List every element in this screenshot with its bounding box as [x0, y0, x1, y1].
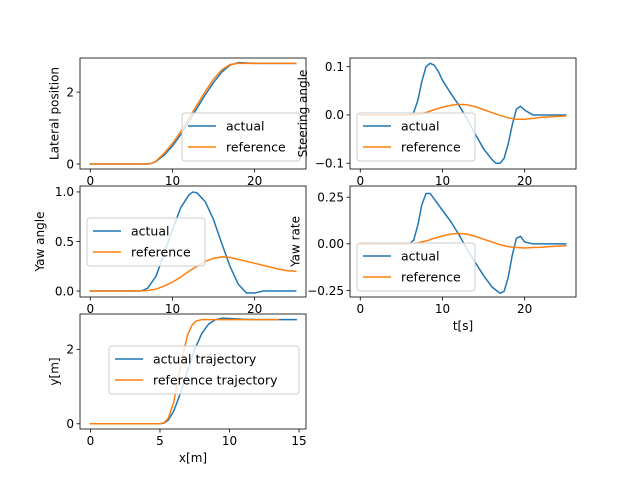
series-line-yawrate-1	[359, 232, 567, 249]
legend-box-lateral	[181, 112, 301, 162]
y-axis-label-steering: Steering angle	[296, 70, 310, 158]
y-tick-label-yawrate-0: −0.25	[307, 284, 344, 298]
legend-box-yaw	[86, 217, 206, 267]
y-tick-label-steering-0: −0.1	[315, 157, 344, 171]
y-tick-label-yaw-2: 1.0	[55, 185, 74, 199]
series-line-yaw-1	[89, 256, 297, 292]
x-tick-label-trajectory-0: 0	[87, 434, 95, 448]
subplot-trajectory: 0 5 10 15 0 2 y[m] x[m] actual trajectory referen…	[48, 313, 307, 465]
x-axis-label-yawrate: t[s]	[453, 319, 473, 333]
legend-label-yaw-0: actual	[131, 224, 170, 239]
x-tick-label-steering-1: 10	[435, 174, 450, 188]
x-tick-label-lateral-0: 0	[86, 174, 94, 188]
series-line-steering-1	[359, 103, 567, 121]
x-tick-label-yawrate-0: 0	[356, 302, 364, 316]
y-tick-label-yaw-1: 0.5	[55, 235, 74, 249]
legend-label-yawrate-0: actual	[401, 249, 440, 264]
x-tick-label-lateral-2: 20	[247, 174, 262, 188]
y-tick-label-lateral-1: 2	[66, 85, 74, 99]
y-tick-label-yawrate-2: 0.25	[317, 190, 344, 204]
x-axis-label-trajectory: x[m]	[179, 451, 207, 465]
x-tick-label-trajectory-2: 10	[222, 434, 237, 448]
axes-frame-yawrate	[349, 185, 577, 298]
x-tick-label-yaw-2: 20	[247, 302, 262, 316]
y-tick-label-yaw-0: 0.0	[55, 284, 74, 298]
legend-label-yawrate-1: reference	[401, 270, 461, 285]
legend-box-yawrate	[356, 242, 476, 292]
legend-label-lateral-1: reference	[226, 140, 286, 155]
x-tick-label-yawrate-1: 10	[435, 302, 450, 316]
legend-label-steering-0: actual	[401, 119, 440, 134]
series-line-yaw-0	[89, 191, 297, 294]
x-tick-label-lateral-1: 10	[165, 174, 180, 188]
y-tick-label-steering-2: 0.1	[325, 60, 344, 74]
y-tick-label-trajectory-0: 0	[66, 417, 74, 431]
legend-box-trajectory	[108, 345, 300, 395]
subplot-yaw: 0 10 20 0.0 0.5 1.0 Yaw angle actual reference	[33, 185, 307, 316]
legend-yaw: actual reference	[86, 217, 206, 267]
legend-box-steering	[356, 112, 476, 162]
legend-lateral: actual reference	[181, 112, 301, 162]
y-tick-label-steering-1: 0.0	[325, 108, 344, 122]
x-tick-label-yaw-1: 10	[165, 302, 180, 316]
x-tick-label-yaw-0: 0	[86, 302, 94, 316]
x-tick-label-steering-2: 20	[517, 174, 532, 188]
x-tick-label-trajectory-1: 5	[156, 434, 164, 448]
y-tick-label-trajectory-1: 2	[66, 343, 74, 357]
legend-steering: actual reference	[356, 112, 476, 162]
legend-label-yaw-1: reference	[131, 245, 191, 260]
subplot-yawrate: 0 10 20 −0.25 0.00 0.25 Yaw rate t[s] actual refe…	[289, 185, 577, 333]
legend-trajectory: actual trajectory reference trajectory	[108, 345, 300, 395]
x-tick-label-steering-0: 0	[356, 174, 364, 188]
x-tick-label-yawrate-2: 20	[517, 302, 532, 316]
y-tick-label-yawrate-1: 0.00	[317, 237, 344, 251]
axes-frame-steering	[349, 57, 577, 170]
series-line-lateral-1	[89, 62, 297, 165]
x-tick-label-trajectory-3: 15	[291, 434, 306, 448]
legend-label-steering-1: reference	[401, 140, 461, 155]
legend-label-trajectory-0: actual trajectory	[153, 352, 257, 367]
subplot-lateral: 0 10 20 0 2 Lateral position actual reference	[48, 57, 307, 188]
y-axis-label-yaw: Yaw angle	[33, 212, 47, 273]
legend-label-trajectory-1: reference trajectory	[153, 373, 278, 388]
axes-frame-lateral	[79, 57, 307, 170]
legend-yawrate: actual reference	[356, 242, 476, 292]
subplot-steering: 0 10 20 −0.1 0.0 0.1 Steering angle actual refer…	[296, 57, 577, 188]
y-axis-label-trajectory: y[m]	[48, 357, 62, 385]
y-axis-label-lateral: Lateral position	[48, 67, 62, 160]
axes-frame-trajectory	[79, 313, 307, 430]
y-axis-label-yawrate: Yaw rate	[289, 216, 303, 268]
legend-label-lateral-0: actual	[226, 119, 265, 134]
y-tick-label-lateral-0: 0	[66, 157, 74, 171]
